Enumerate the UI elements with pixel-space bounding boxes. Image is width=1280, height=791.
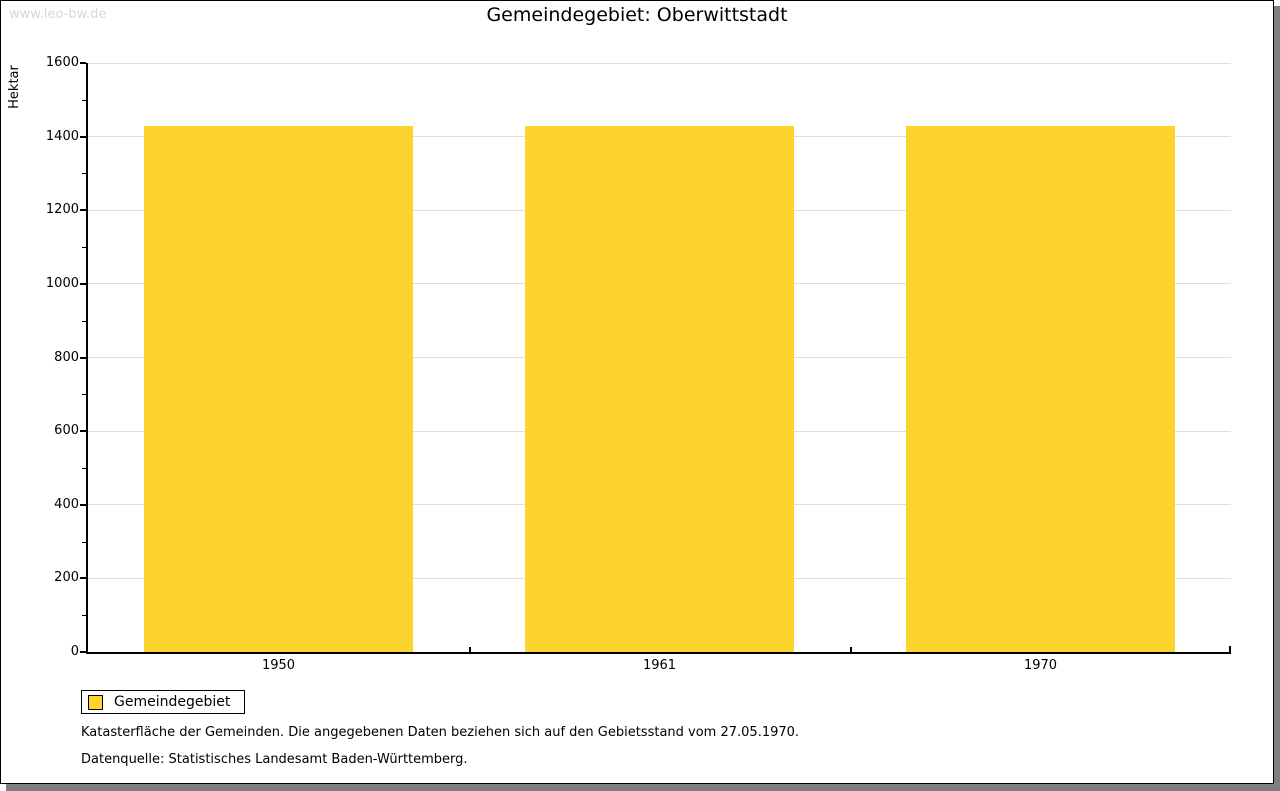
y-axis-label: Hektar <box>7 65 22 109</box>
y-axis-tick <box>80 356 86 359</box>
legend-box: Gemeindegebiet <box>81 690 246 714</box>
legend-label: Gemeindegebiet <box>114 694 231 710</box>
window-shadow-bottom <box>6 784 1280 791</box>
y-axis-tick-label: 1200 <box>45 202 79 218</box>
y-axis-tick <box>80 503 86 506</box>
y-axis-minor-tick <box>82 320 86 322</box>
y-axis-tick-label: 400 <box>54 496 79 512</box>
x-axis-tick <box>469 647 471 652</box>
footnote-datasource: Datenquelle: Statistisches Landesamt Bad… <box>81 752 468 767</box>
y-axis-tick-label: 0 <box>70 644 79 659</box>
footnote-source-note: Katasterfläche der Gemeinden. Die angege… <box>81 725 800 740</box>
y-axis-tick-label: 200 <box>54 570 79 586</box>
y-axis-tick <box>80 282 86 285</box>
y-axis-tick-label: 1000 <box>45 275 79 291</box>
watermark: www.leo-bw.de <box>9 7 107 22</box>
y-axis-tick <box>80 209 86 212</box>
bar <box>144 126 413 652</box>
x-axis-tick-label: 1970 <box>1023 658 1058 673</box>
y-axis-minor-tick <box>82 394 86 396</box>
y-axis-tick <box>80 135 86 138</box>
y-axis-minor-tick <box>82 99 86 101</box>
window-shadow-right <box>1274 6 1280 791</box>
y-axis-tick-label: 800 <box>54 349 79 365</box>
plot-area: 0 200 400 600 800 1000 1200 1400 1600 1950 1961 197… <box>46 55 1231 673</box>
y-axis-tick-label: 1400 <box>45 128 79 144</box>
y-axis-minor-tick <box>82 173 86 175</box>
chart-title: Gemeindegebiet: Oberwittstadt <box>486 4 788 26</box>
y-axis-minor-tick <box>82 615 86 617</box>
x-axis-end-tick <box>1229 646 1231 652</box>
legend-swatch <box>88 694 103 710</box>
y-axis-tick <box>80 62 86 64</box>
bar <box>906 126 1175 652</box>
gridline <box>88 62 1231 64</box>
x-axis-tick-label: 1961 <box>642 658 677 673</box>
y-axis-minor-tick <box>82 247 86 249</box>
y-axis-minor-tick <box>82 467 86 469</box>
bar <box>525 126 794 652</box>
x-axis-tick <box>850 647 852 652</box>
x-axis-tick-label: 1950 <box>261 658 296 673</box>
y-axis-tick <box>80 577 86 580</box>
y-axis-tick <box>80 430 86 433</box>
y-axis-minor-tick <box>82 541 86 543</box>
y-axis-tick-label: 1600 <box>45 55 79 70</box>
y-axis-tick-label: 600 <box>54 423 79 439</box>
y-axis-tick <box>80 651 86 653</box>
